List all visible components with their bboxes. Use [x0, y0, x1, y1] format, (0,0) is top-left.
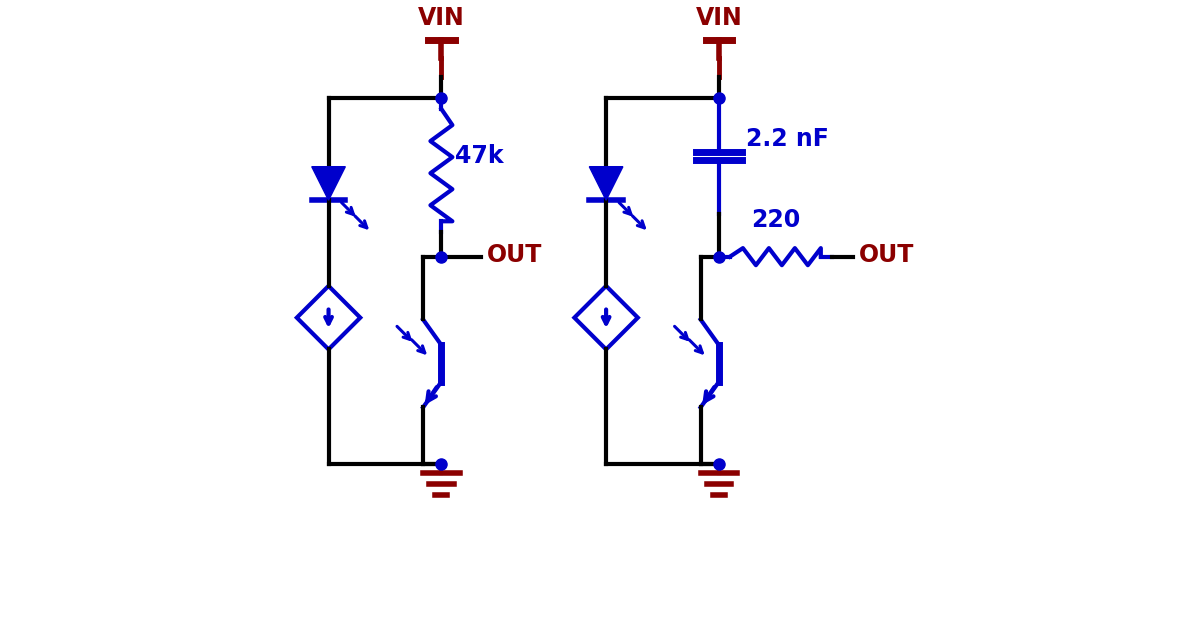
Text: 220: 220	[751, 208, 800, 232]
Polygon shape	[312, 166, 346, 200]
Text: 47k: 47k	[455, 144, 504, 168]
Text: VIN: VIN	[696, 6, 743, 30]
Text: OUT: OUT	[487, 243, 542, 268]
Text: VIN: VIN	[418, 6, 464, 30]
Polygon shape	[589, 166, 623, 200]
Text: OUT: OUT	[859, 243, 914, 268]
Text: 2.2 nF: 2.2 nF	[746, 127, 829, 151]
